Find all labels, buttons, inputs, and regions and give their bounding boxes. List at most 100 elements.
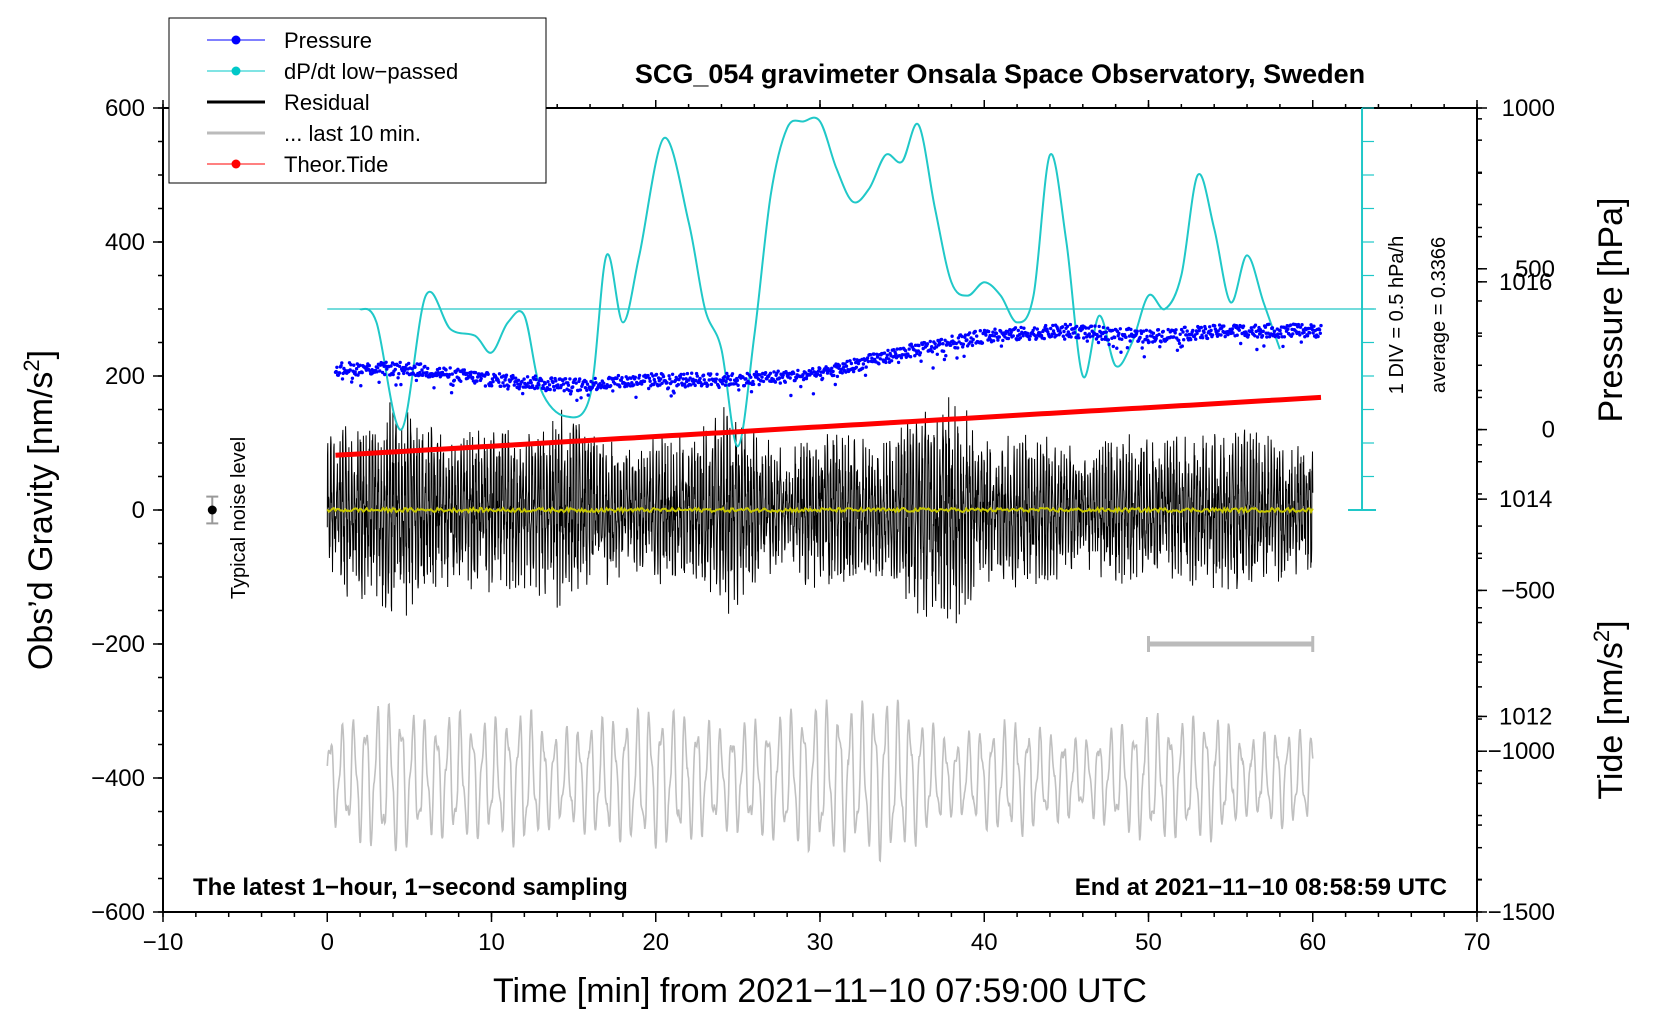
- pressure-point: [1001, 338, 1005, 343]
- pressure-point: [1226, 332, 1230, 337]
- pressure-point: [1246, 333, 1251, 337]
- pressure-point: [465, 371, 469, 376]
- pressure-point: [585, 388, 589, 392]
- pressure-point: [1054, 333, 1059, 338]
- pressure-point: [376, 366, 380, 370]
- pressure-point: [1080, 327, 1085, 331]
- pressure-point: [1289, 323, 1293, 327]
- pressure-point: [701, 373, 706, 377]
- pressure-point: [698, 376, 702, 381]
- pressure-point: [423, 364, 427, 369]
- pressure-point: [682, 372, 686, 376]
- pressure-point: [970, 343, 975, 348]
- pressure-point: [1253, 334, 1257, 338]
- pressure-point: [963, 333, 968, 337]
- pressure-point: [1219, 333, 1223, 337]
- pressure-point: [1298, 325, 1303, 329]
- pressure-point: [884, 360, 888, 365]
- pressure-point: [451, 383, 455, 387]
- pressure-point: [899, 347, 903, 351]
- x-tick-label: 30: [807, 929, 834, 956]
- pressure-series: [333, 322, 1323, 402]
- pressure-point: [402, 371, 406, 376]
- pressure-point: [689, 383, 693, 387]
- pressure-point: [776, 369, 780, 373]
- x-tick-label: 50: [1135, 929, 1162, 956]
- pressure-point: [367, 363, 371, 368]
- pressure-point: [378, 369, 382, 373]
- pressure-point: [742, 383, 747, 388]
- pressure-point: [1311, 331, 1315, 335]
- pressure-point: [448, 366, 452, 370]
- pressure-point: [543, 381, 547, 386]
- pressure-point: [1208, 325, 1212, 329]
- pressure-point: [1173, 331, 1177, 335]
- pressure-point: [512, 383, 516, 387]
- pressure-point: [816, 369, 821, 373]
- pressure-point: [1175, 348, 1180, 352]
- pressure-point: [542, 386, 546, 391]
- pressure-point: [634, 395, 638, 399]
- pressure-point: [1305, 334, 1310, 338]
- pressure-point: [865, 356, 870, 360]
- pressure-point: [832, 373, 836, 378]
- pressure-point: [950, 334, 954, 338]
- pressure-point: [632, 383, 636, 387]
- pressure-point: [1151, 331, 1156, 335]
- pressure-point: [820, 376, 825, 381]
- y-tick-label-gravity: 0: [132, 497, 145, 524]
- pressure-point: [1013, 326, 1018, 330]
- legend-marker-1: [231, 66, 241, 76]
- pressure-point: [613, 382, 617, 386]
- pressure-point: [842, 365, 846, 369]
- pressure-point: [695, 374, 699, 378]
- pressure-point: [854, 365, 859, 369]
- pressure-point: [1270, 326, 1275, 330]
- pressure-point: [1072, 331, 1077, 335]
- pressure-point: [1195, 331, 1199, 336]
- pressure-point: [1118, 327, 1123, 331]
- residual-line: [326, 397, 1314, 624]
- pressure-point: [816, 372, 820, 376]
- pressure-point: [670, 372, 675, 376]
- pressure-point: [1177, 338, 1181, 343]
- pressure-point: [1106, 338, 1111, 342]
- pressure-point: [961, 342, 966, 346]
- pressure-point: [1144, 328, 1149, 332]
- pressure-point: [1009, 330, 1013, 335]
- last-10-min-series: [326, 699, 1314, 863]
- chart-title: SCG_054 gravimeter Onsala Space Observat…: [635, 59, 1365, 89]
- pressure-point: [437, 366, 442, 371]
- pressure-point: [1034, 336, 1039, 340]
- pressure-point: [1008, 328, 1012, 332]
- pressure-point: [1296, 322, 1301, 327]
- pressure-point: [1025, 331, 1030, 335]
- pressure-point: [955, 356, 959, 360]
- pressure-point: [1011, 334, 1015, 338]
- pressure-point: [490, 377, 495, 381]
- pressure-point: [579, 396, 583, 400]
- pressure-point: [348, 368, 352, 372]
- pressure-point: [993, 327, 997, 331]
- pressure-point: [1241, 324, 1246, 328]
- pressure-point: [1038, 331, 1042, 335]
- pressure-point: [1058, 331, 1063, 335]
- pressure-point: [899, 356, 904, 360]
- pressure-point: [562, 389, 566, 393]
- pressure-point: [736, 383, 740, 387]
- pressure-point: [1117, 331, 1121, 336]
- pressure-point: [633, 375, 637, 379]
- pressure-point: [1119, 350, 1123, 354]
- pressure-point: [1076, 333, 1080, 337]
- pressure-point: [1138, 335, 1142, 340]
- pressure-point: [856, 361, 861, 366]
- pressure-point: [1060, 325, 1065, 329]
- pressure-point: [878, 357, 882, 361]
- pressure-point: [1018, 336, 1023, 340]
- y-tick-label-tide: −1000: [1488, 738, 1555, 765]
- pressure-point: [541, 384, 545, 388]
- pressure-point: [760, 375, 764, 379]
- pressure-point: [1156, 328, 1161, 332]
- pressure-point: [339, 364, 343, 368]
- y-tick-label-gravity: −200: [91, 631, 145, 658]
